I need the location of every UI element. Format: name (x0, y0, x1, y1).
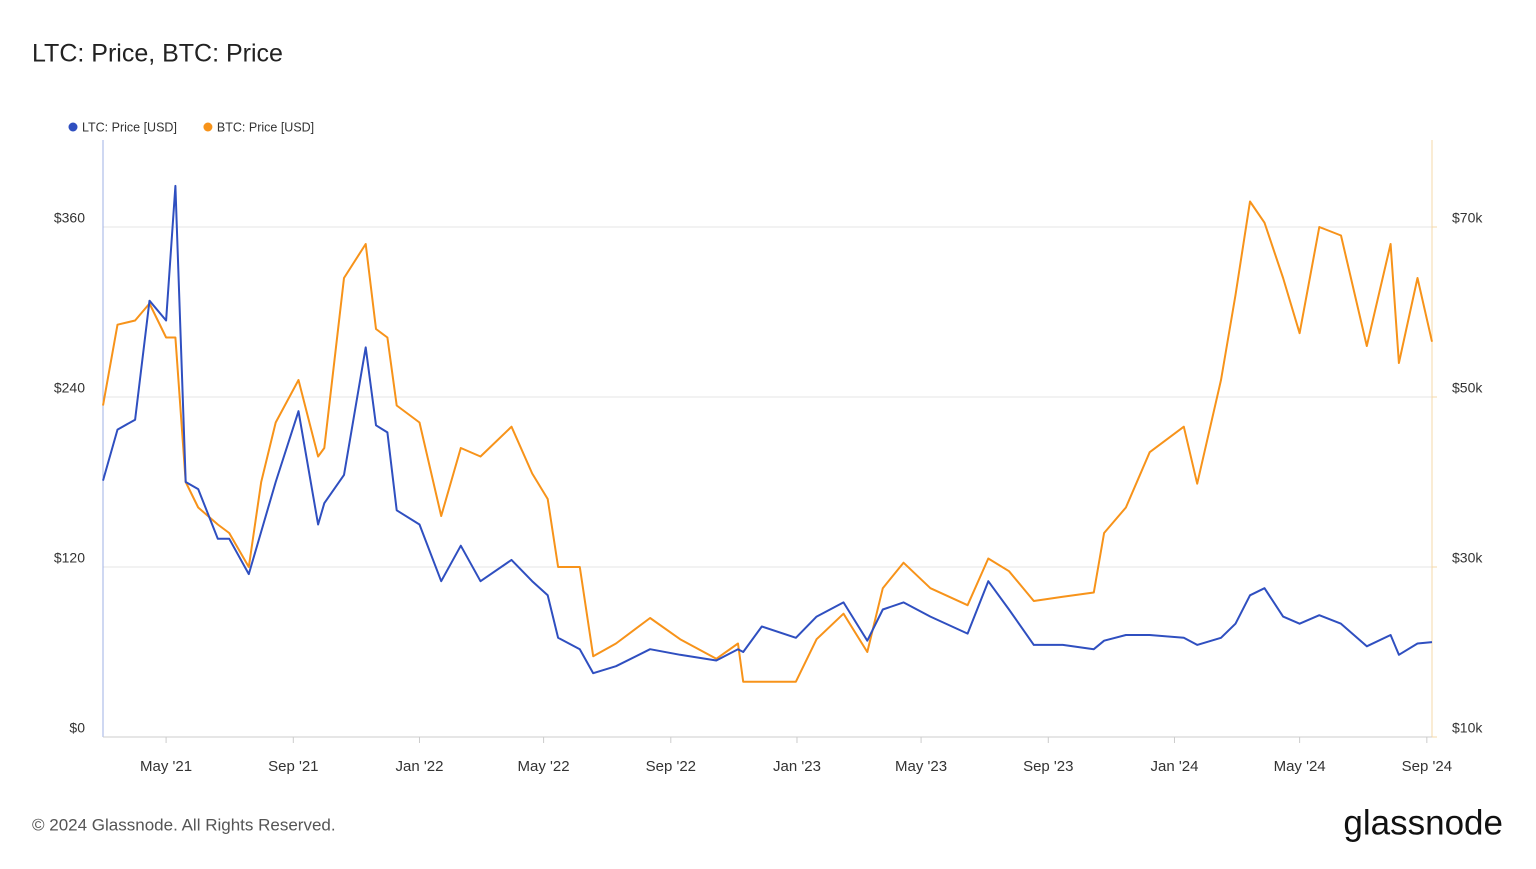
x-tick-label: May '21 (140, 758, 192, 775)
x-tick-label: Sep '21 (268, 758, 318, 775)
y2-tick-label: $10k (1452, 720, 1483, 736)
y2-tick-label: $70k (1452, 210, 1483, 226)
price-line (102, 184, 1433, 675)
x-tick-label: Jan '23 (773, 758, 821, 775)
y-tick-label: $0 (69, 720, 85, 736)
x-tick-label: Sep '22 (646, 758, 696, 775)
legend-marker (68, 122, 78, 132)
x-tick-label: Jan '24 (1151, 758, 1199, 775)
x-tick-label: Sep '23 (1023, 758, 1073, 775)
x-tick-label: May '24 (1274, 758, 1326, 775)
x-tick-label: Jan '22 (396, 758, 444, 775)
chart-title: LTC: Price, BTC: Price (32, 40, 283, 68)
y2-tick-label: $50k (1452, 380, 1483, 396)
x-tick-label: May '23 (895, 758, 947, 775)
legend-label: LTC: Price [USD] (82, 120, 177, 134)
y-tick-label: $240 (54, 380, 85, 396)
logo: glassnode (1343, 803, 1503, 842)
y-tick-label: $120 (54, 550, 85, 566)
price-line (102, 200, 1433, 683)
y-tick-label: $360 (54, 210, 85, 226)
x-tick-label: May '22 (518, 758, 570, 775)
legend-marker (203, 122, 213, 132)
y2-tick-label: $30k (1452, 550, 1483, 566)
legend-label: BTC: Price [USD] (217, 120, 314, 134)
copyright: © 2024 Glassnode. All Rights Reserved. (32, 815, 336, 834)
x-tick-label: Sep '24 (1402, 758, 1452, 775)
